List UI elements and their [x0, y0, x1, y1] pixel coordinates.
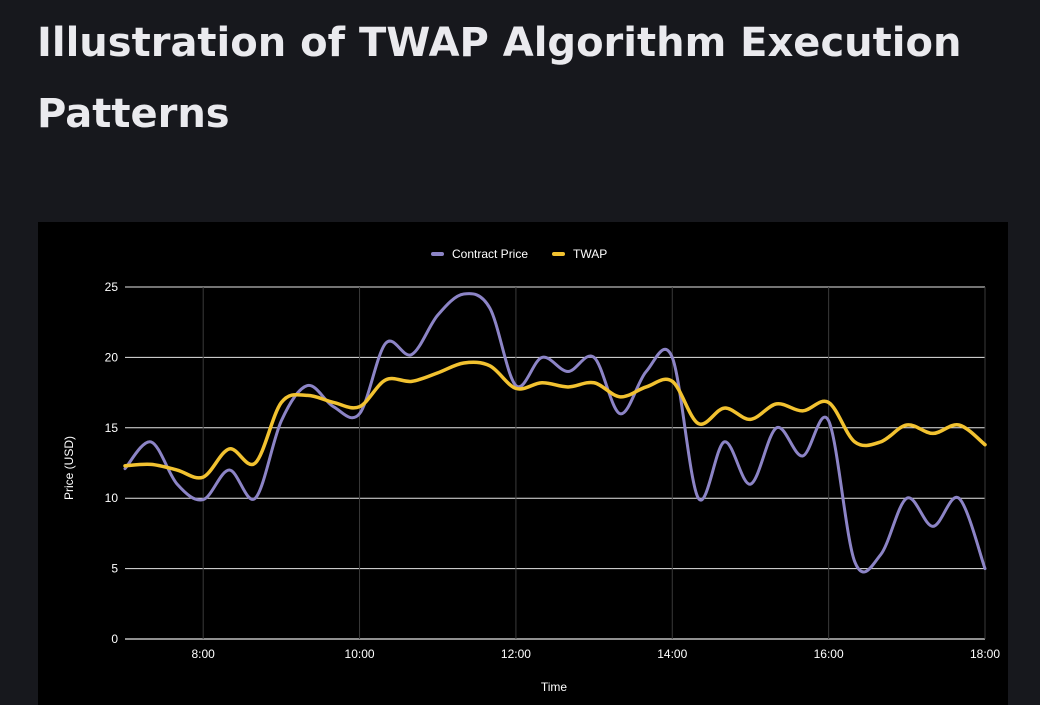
- y-tick-label: 5: [111, 562, 118, 576]
- legend-item-twap[interactable]: TWAP: [552, 247, 607, 261]
- y-tick-label: 10: [105, 491, 119, 505]
- page-title: Illustration of TWAP Algorithm Execution…: [37, 20, 962, 137]
- x-tick-label: 10:00: [345, 647, 375, 661]
- y-axis-ticks: 0 5 10 15 20 25: [105, 280, 119, 646]
- y-tick-label: 15: [105, 421, 119, 435]
- legend[interactable]: Contract Price TWAP: [431, 247, 607, 261]
- y-tick-label: 20: [105, 350, 119, 364]
- line-chart: 0 5 10 15 20 25 8:00 10:00 12:00 14:00 16:00 18:00…: [62, 247, 1001, 694]
- y-axis-title: Price (USD): [62, 436, 76, 500]
- x-tick-label: 8:00: [192, 647, 216, 661]
- legend-label-contract-price: Contract Price: [452, 247, 528, 261]
- legend-label-twap: TWAP: [573, 247, 607, 261]
- series-line-twap[interactable]: [123, 360, 987, 480]
- x-tick-label: 14:00: [657, 647, 687, 661]
- x-axis-ticks: 8:00 10:00 12:00 14:00 16:00 18:00: [192, 647, 1001, 661]
- y-tick-label: 0: [111, 632, 118, 646]
- x-tick-label: 12:00: [501, 647, 531, 661]
- legend-swatch-contract-price: [431, 252, 444, 256]
- series-line-contract-price[interactable]: [123, 292, 987, 574]
- grid: [125, 286, 986, 640]
- x-tick-label: 16:00: [814, 647, 844, 661]
- x-tick-label: 18:00: [970, 647, 1000, 661]
- chart-panel: 0 5 10 15 20 25 8:00 10:00 12:00 14:00 16:00 18:00…: [38, 222, 1008, 705]
- legend-swatch-twap: [552, 252, 565, 256]
- x-axis-title: Time: [541, 680, 568, 694]
- legend-item-contract-price[interactable]: Contract Price: [431, 247, 528, 261]
- series-lines: [123, 292, 987, 574]
- y-tick-label: 25: [105, 280, 119, 294]
